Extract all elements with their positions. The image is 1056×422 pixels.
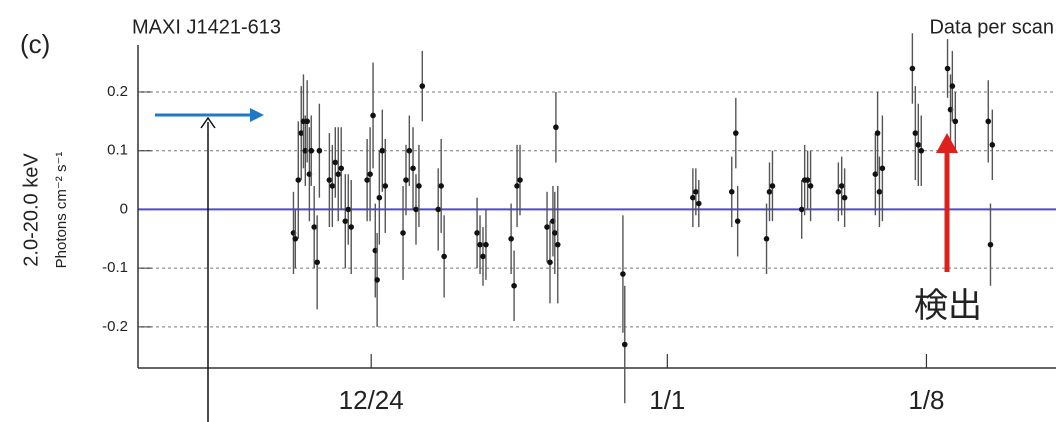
chart-subtitle: Data per scan [929, 16, 1054, 38]
data-point [989, 142, 996, 148]
data-point [311, 224, 317, 230]
data-point [949, 83, 956, 89]
data-point [918, 147, 925, 154]
data-point [441, 253, 447, 260]
data-point [413, 206, 419, 213]
data-point [483, 241, 489, 248]
data-point [690, 194, 696, 201]
data-point [511, 282, 517, 289]
data-point [835, 189, 842, 195]
data-point [804, 177, 811, 183]
data-point [838, 183, 845, 189]
data-point [292, 236, 299, 242]
data-point [693, 189, 699, 195]
data-point [416, 183, 422, 189]
data-point [410, 165, 416, 172]
data-point [342, 218, 349, 224]
data-point [728, 189, 735, 195]
data-point [517, 177, 523, 183]
data-point [769, 183, 776, 189]
data-point [733, 130, 739, 136]
data-point [621, 341, 628, 348]
arrows [155, 108, 958, 422]
plot-area: -0.2 -0.1 0 0.1 0.2 12/24 1/1 1/8 [102, 33, 1056, 415]
data-point [298, 130, 305, 136]
data-point [335, 171, 342, 177]
y-tick-label: 0.2 [107, 83, 128, 100]
data-point [419, 83, 426, 89]
data-point [406, 147, 413, 154]
y-tick-label: 0 [120, 200, 128, 217]
data-point [400, 230, 406, 236]
data-point [514, 183, 520, 189]
y-tick-label: -0.2 [102, 318, 128, 335]
data-point [376, 194, 383, 201]
data-point [438, 183, 444, 189]
data-point [874, 130, 881, 136]
data-point [435, 206, 442, 213]
data-point [382, 183, 389, 189]
data-point [841, 194, 848, 201]
y-tick-label: -0.1 [102, 259, 128, 276]
data-point [374, 277, 380, 283]
data-point [987, 241, 994, 248]
data-point [329, 183, 336, 189]
data-point [879, 165, 886, 172]
panel-label: (c) [20, 29, 50, 59]
y-axis-units: Photons cm⁻² s⁻¹ [53, 152, 70, 269]
data-point [944, 65, 951, 72]
data-point [295, 177, 302, 183]
red-arrow-head [936, 133, 958, 153]
y-tick-label: 0.1 [107, 142, 128, 159]
data-point [308, 147, 315, 154]
black-arrow-head [200, 116, 216, 129]
data-point [876, 189, 883, 195]
data-point [367, 171, 373, 177]
data-point [338, 165, 345, 172]
data-point [477, 241, 483, 248]
data-point [345, 206, 352, 213]
data-point [554, 241, 561, 248]
y-axis-label: 2.0-20.0 keV [20, 153, 42, 267]
data-point [474, 230, 480, 236]
data-point [695, 200, 702, 207]
x-tick-label: 1/8 [908, 385, 944, 415]
data-point [403, 177, 409, 183]
data-point [766, 189, 773, 195]
data-point [915, 142, 922, 148]
data-point [553, 124, 559, 131]
data-point [620, 271, 626, 277]
data-point [547, 259, 553, 266]
data-point [379, 147, 386, 154]
chart-title: MAXI J1421-613 [132, 16, 281, 38]
data-point [316, 147, 323, 154]
blue-arrow-head [250, 108, 264, 122]
data-point [332, 159, 339, 166]
data-point [872, 171, 879, 177]
data-point [552, 230, 558, 236]
data-point [364, 177, 370, 183]
data-point [763, 236, 770, 242]
data-point [807, 183, 814, 189]
data-point [734, 218, 741, 224]
data-point [912, 130, 919, 136]
data-point [798, 206, 805, 213]
data-point [480, 253, 486, 260]
x-tick-label: 12/24 [339, 385, 404, 415]
data-point [304, 118, 310, 125]
data-point [508, 236, 514, 242]
data-point [544, 224, 550, 230]
data-point [348, 224, 355, 230]
data-point [370, 112, 376, 119]
data-point [909, 65, 916, 72]
x-tick-label: 1/1 [649, 385, 685, 415]
detection-label: 検出 [914, 287, 982, 325]
data-point [326, 177, 333, 183]
data-point [985, 118, 992, 125]
data-point [952, 118, 959, 125]
data-point [314, 259, 320, 266]
